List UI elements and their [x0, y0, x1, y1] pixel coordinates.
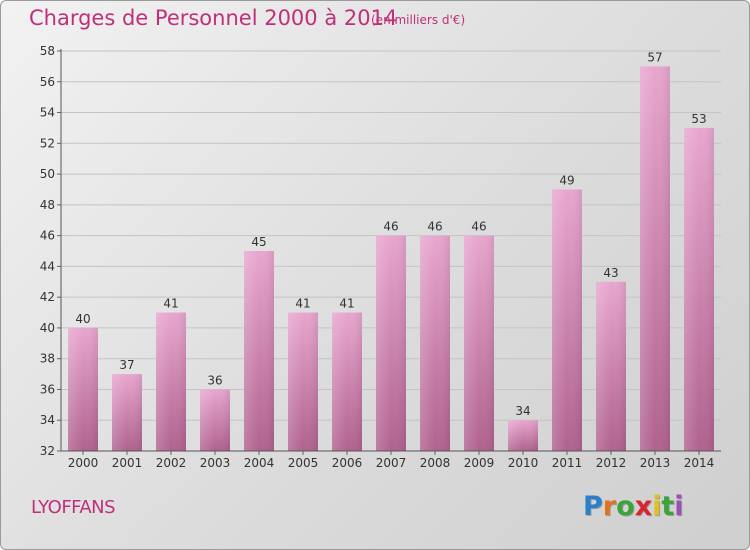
data-label: 34 — [515, 404, 530, 418]
bar-shade — [200, 389, 230, 451]
logo-letter: r — [602, 491, 617, 522]
bar-shade — [420, 235, 450, 451]
y-tick-label: 38 — [40, 352, 55, 366]
logo-letter: t — [661, 491, 675, 522]
bar-shade — [156, 312, 186, 451]
data-label: 46 — [471, 220, 486, 234]
bar-shade — [596, 281, 626, 451]
y-tick-label: 58 — [40, 44, 55, 58]
data-label: 41 — [339, 297, 354, 311]
y-tick-label: 48 — [40, 198, 55, 212]
commune-name: LYOFFANS — [31, 497, 116, 518]
x-tick-label: 2008 — [420, 456, 451, 470]
data-label: 36 — [207, 373, 222, 387]
bar-shade — [552, 189, 582, 451]
data-label: 45 — [251, 235, 266, 249]
y-tick-label: 36 — [40, 382, 55, 396]
y-tick-label: 44 — [40, 259, 55, 273]
bar-shade — [640, 66, 670, 451]
data-label: 41 — [163, 297, 178, 311]
bar-shade — [288, 312, 318, 451]
y-tick-label: 46 — [40, 229, 55, 243]
logo-letter: i — [674, 491, 684, 522]
y-tick-label: 42 — [40, 290, 55, 304]
y-tick-label: 52 — [40, 136, 55, 150]
bar-shade — [332, 312, 362, 451]
data-label: 46 — [383, 220, 398, 234]
x-tick-label: 2007 — [376, 456, 407, 470]
data-label: 43 — [603, 266, 618, 280]
x-tick-label: 2011 — [552, 456, 583, 470]
logo-letter: x — [634, 491, 653, 522]
y-tick-label: 32 — [40, 444, 55, 458]
x-tick-label: 2005 — [288, 456, 319, 470]
logo-letter: P — [583, 491, 603, 522]
y-tick-label: 54 — [40, 106, 55, 120]
logo-letter: i — [652, 491, 662, 522]
y-tick-label: 50 — [40, 167, 55, 181]
x-tick-label: 2001 — [112, 456, 143, 470]
y-tick-label: 40 — [40, 321, 55, 335]
bar-shade — [68, 327, 98, 451]
data-label: 37 — [119, 358, 134, 372]
data-label: 40 — [75, 312, 90, 326]
axes — [57, 49, 721, 455]
bar-shade — [244, 251, 274, 451]
bar-shade — [112, 374, 142, 451]
data-label: 53 — [691, 112, 706, 126]
x-tick-label: 2000 — [68, 456, 99, 470]
chart-title: Charges de Personnel 2000 à 2014 — [29, 6, 398, 30]
logo-letter: o — [616, 491, 635, 522]
x-tick-label: 2003 — [200, 456, 231, 470]
data-label: 49 — [559, 173, 574, 187]
bar-shade — [464, 235, 494, 451]
chart-subtitle: (en milliers d'€) — [371, 13, 466, 27]
x-tick-label: 2013 — [640, 456, 671, 470]
x-tick-label: 2010 — [508, 456, 539, 470]
x-tick-label: 2014 — [684, 456, 715, 470]
data-label: 41 — [295, 297, 310, 311]
x-tick-label: 2002 — [156, 456, 187, 470]
proxiti-logo: Proxiti — [583, 491, 684, 522]
labels: 32 34 36 38 40 42 44 46 48 50 52 54 56 58 40 2000 37 2001… — [40, 44, 715, 470]
y-tick-label: 34 — [40, 413, 55, 427]
data-label: 46 — [427, 220, 442, 234]
data-label: 57 — [647, 50, 662, 64]
x-tick-label: 2009 — [464, 456, 495, 470]
x-tick-label: 2012 — [596, 456, 627, 470]
x-tick-label: 2004 — [244, 456, 275, 470]
bar-shade — [376, 235, 406, 451]
bar-shade — [684, 127, 714, 451]
bar-shade — [508, 420, 538, 451]
y-tick-label: 56 — [40, 75, 55, 89]
x-tick-label: 2006 — [332, 456, 363, 470]
bars — [68, 66, 714, 451]
